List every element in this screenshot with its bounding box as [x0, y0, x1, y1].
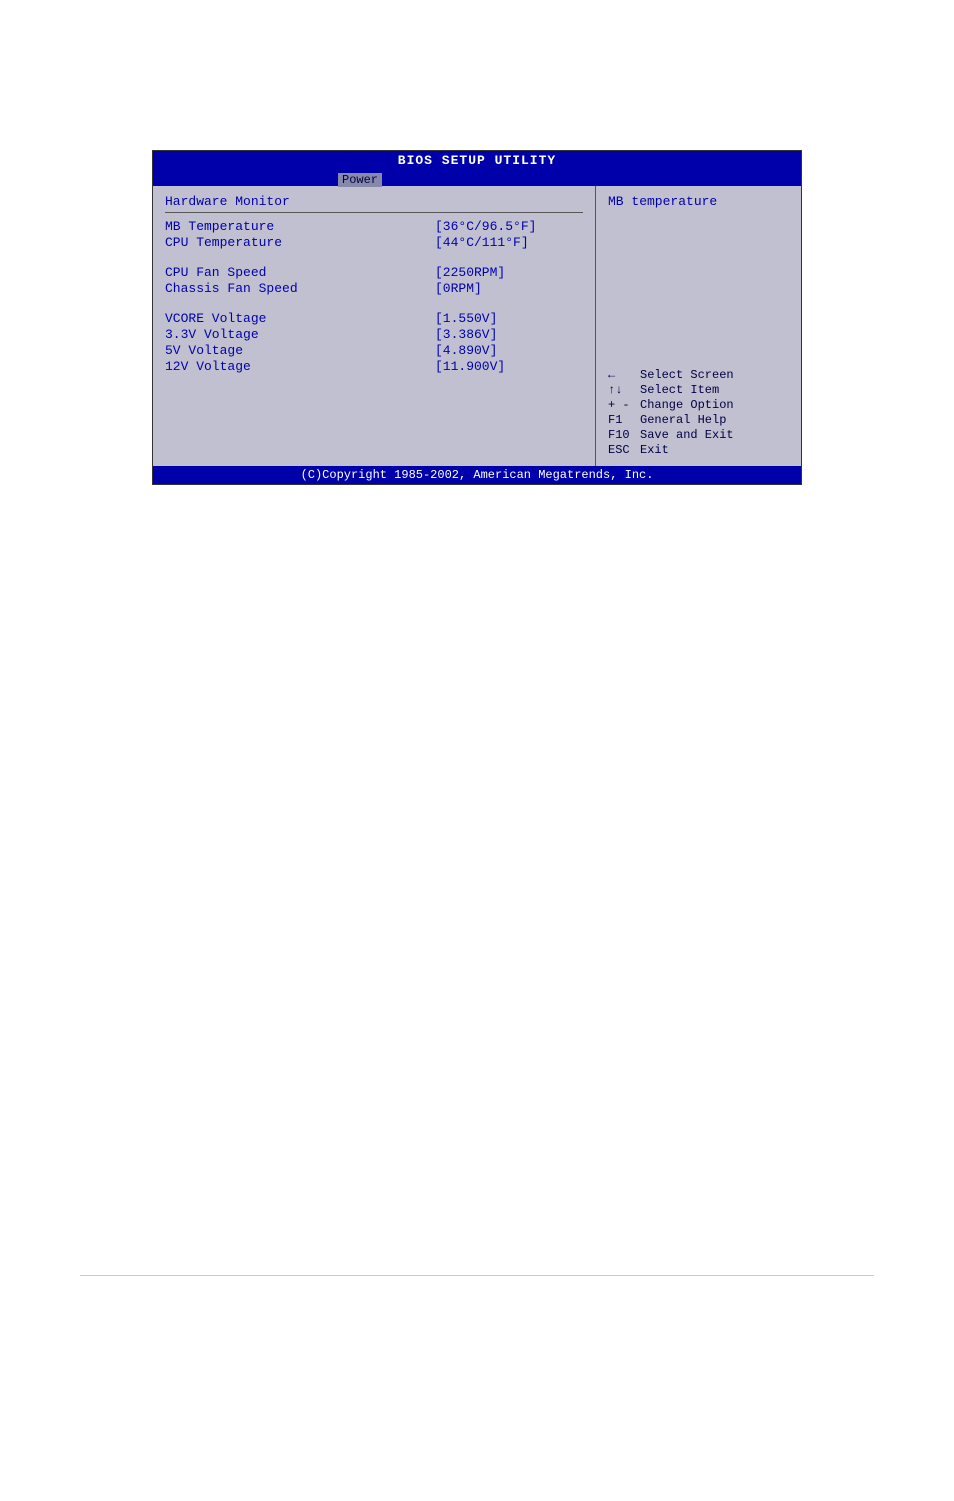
arrow-updown-icon: ↑↓	[608, 383, 640, 398]
v33-value: [3.386V]	[435, 327, 583, 343]
cpu-fan-label: CPU Fan Speed	[165, 265, 435, 281]
vcore-value: [1.550V]	[435, 311, 583, 327]
key-help-section: ← Select Screen ↑↓ Select Item + - Chang…	[608, 368, 789, 458]
monitor-row[interactable]: 5V Voltage [4.890V]	[165, 343, 583, 359]
monitor-row[interactable]: Chassis Fan Speed [0RPM]	[165, 281, 583, 297]
plus-minus-icon: + -	[608, 398, 640, 413]
key-label: Change Option	[640, 398, 734, 413]
esc-key-icon: ESC	[608, 443, 640, 458]
key-row: ← Select Screen	[608, 368, 789, 383]
monitor-row[interactable]: CPU Temperature [44°C/111°F]	[165, 235, 583, 251]
copyright-text: (C)Copyright 1985-2002, American Megatre…	[301, 468, 654, 482]
v12-value: [11.900V]	[435, 359, 583, 375]
key-label: Save and Exit	[640, 428, 734, 443]
cpu-temp-label: CPU Temperature	[165, 235, 435, 251]
v12-label: 12V Voltage	[165, 359, 435, 375]
cpu-temp-value: [44°C/111°F]	[435, 235, 583, 251]
monitor-row[interactable]: 12V Voltage [11.900V]	[165, 359, 583, 375]
v5-value: [4.890V]	[435, 343, 583, 359]
chassis-fan-label: Chassis Fan Speed	[165, 281, 435, 297]
footer-bar: (C)Copyright 1985-2002, American Megatre…	[153, 466, 801, 484]
vcore-label: VCORE Voltage	[165, 311, 435, 327]
tab-power[interactable]: Power	[338, 173, 382, 187]
v5-label: 5V Voltage	[165, 343, 435, 359]
monitor-row[interactable]: CPU Fan Speed [2250RPM]	[165, 265, 583, 281]
context-help: MB temperature	[608, 194, 789, 209]
arrow-left-icon: ←	[608, 368, 640, 383]
key-label: Select Item	[640, 383, 719, 398]
key-row: F1 General Help	[608, 413, 789, 428]
monitor-row[interactable]: MB Temperature [36°C/96.5°F]	[165, 219, 583, 235]
bios-window: BIOS SETUP UTILITY Power Hardware Monito…	[152, 150, 802, 485]
key-row: + - Change Option	[608, 398, 789, 413]
cpu-fan-value: [2250RPM]	[435, 265, 583, 281]
bios-title: BIOS SETUP UTILITY	[398, 153, 556, 168]
left-panel: Hardware Monitor MB Temperature [36°C/96…	[153, 186, 596, 466]
section-title: Hardware Monitor	[165, 194, 583, 209]
mb-temp-label: MB Temperature	[165, 219, 435, 235]
key-row: ↑↓ Select Item	[608, 383, 789, 398]
key-label: Exit	[640, 443, 669, 458]
tab-bar: Power	[153, 170, 801, 186]
v33-label: 3.3V Voltage	[165, 327, 435, 343]
content-area: Hardware Monitor MB Temperature [36°C/96…	[153, 186, 801, 466]
chassis-fan-value: [0RPM]	[435, 281, 583, 297]
mb-temp-value: [36°C/96.5°F]	[435, 219, 583, 235]
monitor-row[interactable]: VCORE Voltage [1.550V]	[165, 311, 583, 327]
key-label: General Help	[640, 413, 726, 428]
key-label: Select Screen	[640, 368, 734, 383]
right-panel: MB temperature ← Select Screen ↑↓ Select…	[596, 186, 801, 466]
bios-title-bar: BIOS SETUP UTILITY	[153, 151, 801, 170]
monitor-row[interactable]: 3.3V Voltage [3.386V]	[165, 327, 583, 343]
f1-key-icon: F1	[608, 413, 640, 428]
page-divider	[80, 1275, 874, 1276]
key-row: ESC Exit	[608, 443, 789, 458]
key-row: F10 Save and Exit	[608, 428, 789, 443]
f10-key-icon: F10	[608, 428, 640, 443]
section-divider	[165, 212, 583, 213]
